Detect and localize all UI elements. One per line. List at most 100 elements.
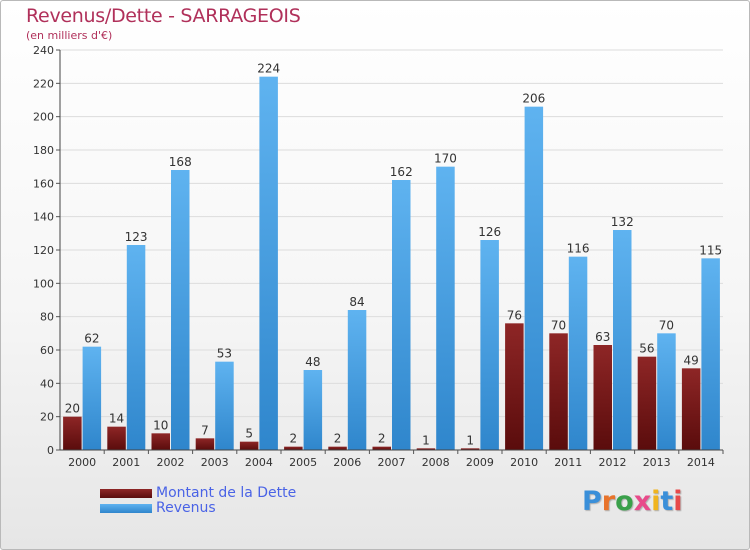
data-label-revenus-2009: 126 [478,225,501,239]
bar-dette-2009 [460,448,480,450]
y-tick-label: 20 [40,411,54,424]
data-label-revenus-2013: 70 [659,318,674,332]
x-tick-label: 2002 [157,456,185,469]
logo-letter: o [615,486,634,517]
x-tick-label: 2001 [112,456,140,469]
data-label-dette-2012: 63 [595,330,610,344]
data-label-dette-2013: 56 [639,342,654,356]
bar-dette-2011 [549,333,568,450]
data-label-revenus-2010: 206 [522,92,545,106]
y-tick-label: 240 [33,44,54,57]
x-tick-label: 2006 [333,456,361,469]
y-tick-label: 220 [33,77,54,90]
bar-dette-2003 [195,438,215,450]
data-label-revenus-2000: 62 [84,332,99,346]
legend-label-dette: Montant de la Dette [156,485,297,501]
data-label-revenus-2001: 123 [125,230,148,244]
bar-revenus-2009 [480,240,499,450]
legend-label-revenus: Revenus [156,500,216,516]
logo-letter: x [633,486,652,517]
data-label-revenus-2005: 48 [305,355,320,369]
logo-letter: r [601,486,616,517]
x-tick-label: 2012 [599,456,627,469]
x-tick-label: 2010 [510,456,538,469]
y-tick-label: 120 [33,244,54,257]
logo-letter: P [582,486,602,517]
bar-dette-2008 [416,448,436,450]
data-label-dette-2004: 5 [245,427,253,441]
bar-revenus-2003 [215,361,234,450]
data-label-revenus-2012: 132 [611,215,634,229]
data-label-dette-2009: 1 [466,433,474,447]
y-tick-label: 140 [33,211,54,224]
bar-revenus-2012 [613,230,632,450]
proxiti-logo: Proxiti [582,486,683,517]
y-tick-label: 200 [33,111,54,124]
bar-dette-2005 [284,446,303,450]
data-label-dette-2007: 2 [378,432,386,446]
y-tick-label: 0 [47,444,54,457]
bar-revenus-2000 [82,346,102,450]
x-tick-label: 2000 [68,456,96,469]
bar-revenus-2008 [436,166,455,450]
data-label-dette-2002: 10 [153,418,168,432]
bar-revenus-2010 [524,106,544,451]
data-label-dette-2010: 76 [507,308,522,322]
data-label-dette-2001: 14 [109,412,124,426]
y-tick-label: 180 [33,144,54,157]
bar-revenus-2002 [171,170,190,450]
bar-dette-2010 [505,323,524,450]
logo-letter: i [651,486,661,517]
bar-dette-2001 [107,426,126,450]
y-tick-label: 60 [40,344,54,357]
data-label-dette-2003: 7 [201,423,209,437]
x-tick-label: 2014 [687,456,715,469]
data-label-revenus-2003: 53 [217,347,232,361]
bar-dette-2007 [372,446,391,450]
x-tick-label: 2009 [466,456,494,469]
bar-dette-2006 [328,446,347,450]
bar-dette-2014 [681,368,701,450]
data-label-revenus-2004: 224 [257,62,280,76]
bar-revenus-2013 [657,333,676,450]
x-tick-label: 2011 [554,456,582,469]
bar-revenus-2006 [347,310,367,450]
y-tick-label: 160 [33,177,54,190]
x-tick-label: 2013 [643,456,671,469]
bar-revenus-2001 [126,245,146,450]
x-tick-label: 2004 [245,456,273,469]
legend-swatch-dette [100,489,152,498]
data-label-dette-2008: 1 [422,433,430,447]
data-label-dette-2005: 2 [290,432,298,446]
chart-unit-subtitle: (en milliers d'€) [26,29,113,42]
x-tick-label: 2005 [289,456,317,469]
data-label-revenus-2007: 162 [390,165,413,179]
bar-dette-2013 [637,356,657,450]
y-tick-label: 80 [40,311,54,324]
bar-dette-2000 [63,416,82,450]
page-title: Revenus/Dette - SARRAGEOIS [26,5,301,27]
x-tick-label: 2003 [201,456,229,469]
bar-dette-2012 [593,345,612,450]
data-label-revenus-2008: 170 [434,152,457,166]
data-label-dette-2011: 70 [551,318,566,332]
data-label-revenus-2002: 168 [169,155,192,169]
y-tick-label: 40 [40,377,54,390]
data-label-dette-2000: 20 [65,402,80,416]
bar-dette-2002 [151,433,170,450]
logo-letter: t [660,486,674,517]
legend-swatch-revenus [100,504,152,513]
logo-letter: i [673,486,683,517]
bar-revenus-2004 [259,76,278,451]
bar-revenus-2005 [303,370,323,450]
data-label-revenus-2011: 116 [567,242,590,256]
y-tick-label: 100 [33,277,54,290]
x-tick-label: 2008 [422,456,450,469]
x-tick-label: 2007 [378,456,406,469]
bar-revenus-2011 [568,256,588,450]
bar-dette-2004 [239,441,259,450]
data-label-dette-2014: 49 [684,353,699,367]
bar-revenus-2007 [392,180,411,450]
data-label-revenus-2006: 84 [349,295,364,309]
